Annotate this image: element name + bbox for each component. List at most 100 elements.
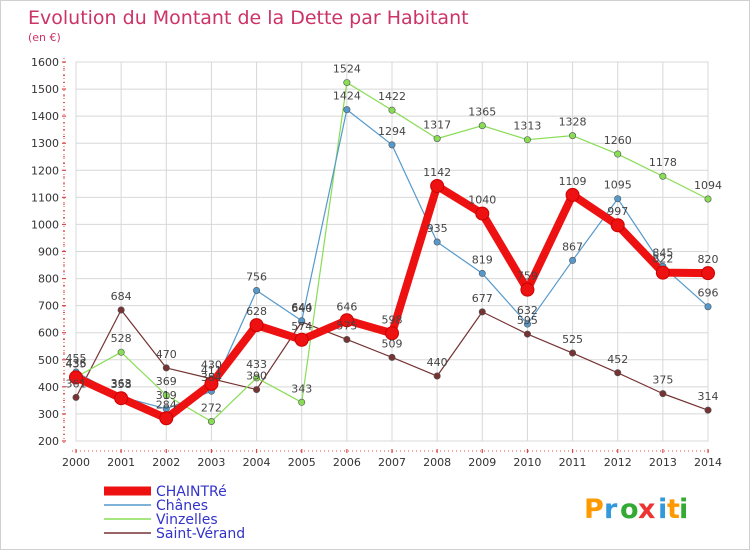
y-tick-label: 1200: [31, 164, 59, 177]
data-label: 598: [382, 313, 403, 326]
data-label: 452: [607, 353, 628, 366]
data-label: 628: [246, 305, 267, 318]
y-tick-label: 200: [38, 435, 59, 448]
series-0-point: [159, 411, 174, 426]
logo-letter: o: [620, 494, 639, 525]
chart-subtitle: (en €): [28, 31, 61, 44]
data-label: 756: [246, 270, 267, 283]
data-label: 1524: [333, 63, 361, 76]
data-label: 819: [472, 253, 493, 266]
data-label: 997: [607, 205, 628, 218]
series-3-point: [253, 386, 261, 394]
grid: [75, 61, 709, 442]
data-label: 759: [517, 270, 538, 283]
series-1-point: [433, 238, 441, 246]
series-3-point: [72, 393, 80, 401]
series-3-point: [523, 330, 531, 338]
y-tick-label: 1300: [31, 137, 59, 150]
data-label: 845: [652, 246, 673, 259]
series-2-point: [659, 172, 667, 180]
series-3-point: [162, 364, 170, 372]
data-label: 440: [427, 356, 448, 369]
series-3-point: [614, 369, 622, 377]
series-1-point: [523, 320, 531, 328]
series-2-point: [343, 79, 351, 87]
data-label: 1178: [649, 156, 677, 169]
x-tick-label: 2014: [694, 456, 722, 469]
data-label: 632: [517, 304, 538, 317]
logo-letter: x: [638, 494, 655, 525]
series-3-point: [659, 390, 667, 398]
x-tick-label: 2011: [559, 456, 587, 469]
x-tick-label: 2007: [378, 456, 406, 469]
series-3-point: [478, 308, 486, 316]
y-tick-label: 900: [38, 246, 59, 259]
data-label: 935: [427, 222, 448, 235]
data-label: 1365: [468, 106, 496, 119]
data-label: 1422: [378, 90, 406, 103]
data-label: 361: [66, 377, 87, 390]
y-tick-label: 400: [38, 381, 59, 394]
series-0-point: [430, 178, 445, 193]
series-1-point: [343, 106, 351, 114]
data-label: 525: [562, 333, 583, 346]
series-0-point: [610, 218, 625, 233]
y-tick-label: 500: [38, 354, 59, 367]
data-label: 375: [652, 374, 673, 387]
series-2-point: [478, 122, 486, 130]
data-label: 1260: [604, 134, 632, 147]
series-1-point: [388, 141, 396, 149]
series-2-point: [117, 348, 125, 356]
y-tick-label: 700: [38, 300, 59, 313]
series-3-point: [433, 372, 441, 380]
data-label: 1328: [559, 116, 587, 129]
data-label: 430: [201, 359, 222, 372]
x-tick-label: 2006: [333, 456, 361, 469]
series-0-point: [204, 376, 219, 391]
data-label: 684: [111, 290, 132, 303]
data-label: 575: [336, 319, 357, 332]
series-3-point: [343, 335, 351, 343]
data-label: 820: [698, 253, 719, 266]
data-label: 384: [201, 371, 222, 384]
data-label: 867: [562, 240, 583, 253]
x-tick-label: 2010: [513, 456, 541, 469]
series-2-point: [298, 398, 306, 406]
series-3-point: [117, 306, 125, 314]
data-label: 470: [156, 348, 177, 361]
legend-label: Saint-Vérand: [156, 526, 245, 542]
data-label: 644: [291, 301, 312, 314]
series-3-point: [569, 349, 577, 357]
series-1-point: [704, 303, 712, 311]
data-label: 1095: [604, 179, 632, 192]
x-tick-label: 2012: [604, 456, 632, 469]
x-tick-label: 2001: [107, 456, 135, 469]
series-1-point: [478, 269, 486, 277]
data-label: 528: [111, 332, 132, 345]
data-label: 1294: [378, 125, 406, 138]
series-3-point: [704, 406, 712, 414]
series-0-point: [655, 265, 670, 280]
data-label: 1424: [333, 90, 361, 103]
series-2-point: [162, 391, 170, 399]
chart-title: Evolution du Montant de la Dette par Hab…: [28, 7, 469, 29]
y-tick-label: 1100: [31, 191, 59, 204]
series-0-point: [69, 370, 83, 385]
x-tick-label: 2009: [468, 456, 496, 469]
x-tick-label: 2005: [288, 456, 316, 469]
data-labels: 4554354363616845283633584703693192844304…: [66, 63, 723, 415]
logo-letter: i: [658, 494, 667, 525]
series-0-point: [114, 391, 129, 406]
x-tick-label: 2008: [423, 456, 451, 469]
data-label: 314: [698, 390, 719, 403]
data-label: 1040: [468, 194, 496, 207]
data-label: 369: [156, 375, 177, 388]
series-1-point: [253, 286, 261, 294]
data-label: 284: [156, 398, 177, 411]
data-label: 343: [291, 382, 312, 395]
series-2-point: [253, 374, 261, 382]
data-label: 436: [66, 357, 87, 370]
y-tick-label: 300: [38, 408, 59, 421]
series-2-point: [614, 150, 622, 158]
